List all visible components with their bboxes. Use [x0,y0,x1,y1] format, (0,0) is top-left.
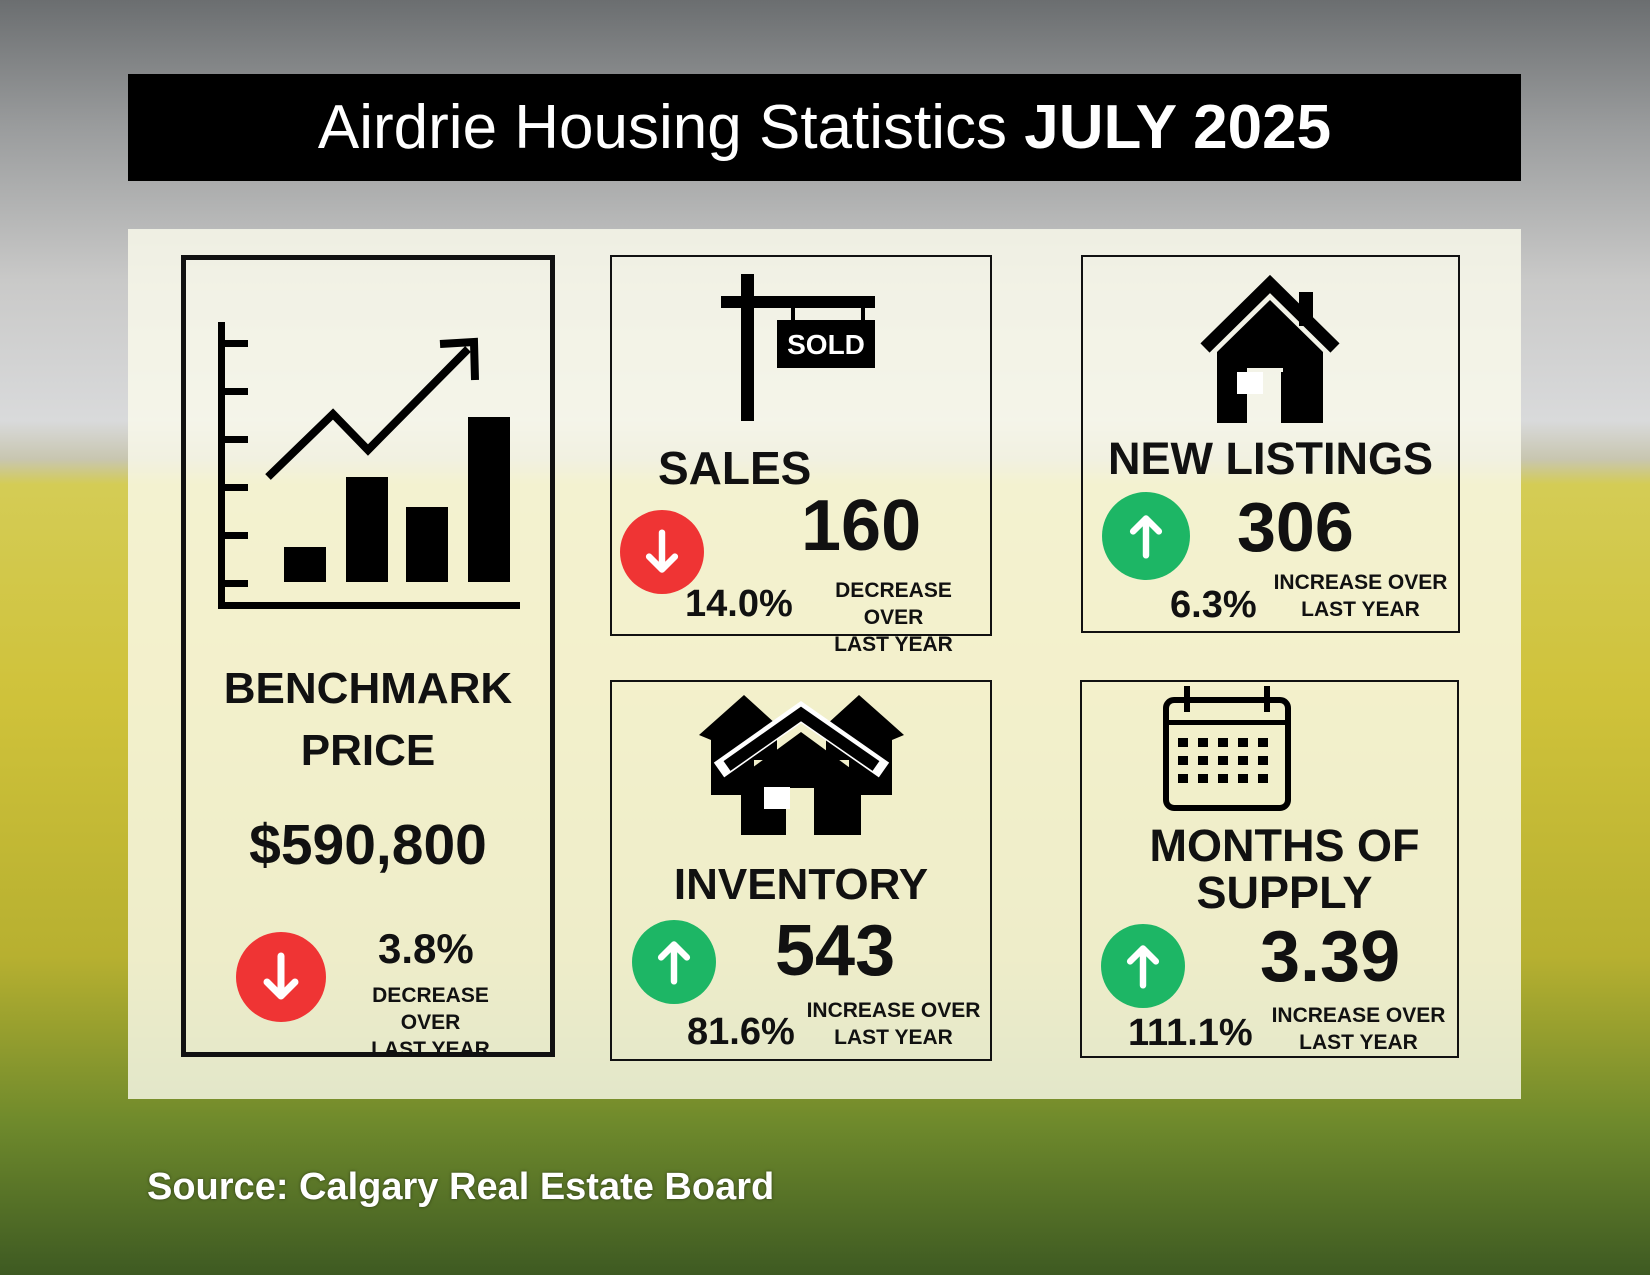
down-arrow-icon [620,510,704,594]
months-supply-change-caption: INCREASE OVER LAST YEAR [1271,1002,1446,1056]
sales-label: SALES [658,442,812,494]
title-prefix: Airdrie Housing Statistics [317,93,1025,162]
inventory-change-caption: INCREASE OVER LAST YEAR [806,997,981,1051]
caption-line2: LAST YEAR [371,1038,490,1061]
growth-chart-icon [218,322,520,609]
months-of-supply-card: MONTHS OF SUPPLY 3.39 111.1% INCREASE OVE… [1080,680,1459,1058]
months-supply-value: 3.39 [1260,917,1401,997]
new-listings-card: NEW LISTINGS 306 6.3% INCREASE OVER LAST … [1081,255,1460,633]
sold-sign-icon: SOLD [721,274,875,421]
caption-line1: INCREASE OVER [1273,571,1448,594]
months-label-line1: MONTHS OF [1149,820,1420,871]
caption-line1: DECREASE OVER [372,984,489,1034]
inventory-value: 543 [775,911,896,991]
caption-line1: INCREASE OVER [806,999,981,1022]
new-listings-change: 6.3% [1170,584,1257,626]
up-arrow-icon [1101,924,1185,1008]
caption-line2: LAST YEAR [834,1026,953,1049]
inventory-card: INVENTORY 543 81.6% INCREASE OVER LAST YE… [610,680,992,1061]
up-arrow-icon [1102,492,1190,580]
benchmark-label-line2: PRICE [300,726,436,775]
source-credit: Source: Calgary Real Estate Board [147,1166,775,1208]
benchmark-change: 3.8% [378,925,474,972]
sold-sign-text: SOLD [787,329,865,360]
sales-change: 14.0% [685,583,793,625]
title-banner: Airdrie Housing Statistics JULY 2025 [128,74,1521,181]
benchmark-change-caption: DECREASE OVER LAST YEAR [343,982,518,1063]
new-listings-value: 306 [1237,488,1354,566]
benchmark-price-card: BENCHMARK PRICE $590,800 3.8% DECREASE OV… [181,255,555,1061]
months-supply-change: 111.1% [1128,1012,1253,1054]
up-arrow-icon [632,920,716,1004]
houses-icon [699,695,904,835]
months-supply-label: MONTHS OF SUPPLY [1092,822,1477,916]
benchmark-label: BENCHMARK PRICE [186,658,550,782]
caption-line2: LAST YEAR [1299,1031,1418,1054]
house-icon [1200,274,1340,423]
new-listings-change-caption: INCREASE OVER LAST YEAR [1273,569,1448,623]
inventory-change: 81.6% [687,1011,795,1053]
caption-line2: LAST YEAR [1301,598,1420,621]
inventory-label: INVENTORY [673,860,929,909]
caption-line1: DECREASE OVER [835,579,952,629]
sales-card: SOLD SALES 160 14.0% DECREASE OVER LAST Y… [610,255,992,656]
title-period: JULY 2025 [1024,93,1332,162]
sales-change-caption: DECREASE OVER LAST YEAR [806,577,981,658]
months-label-line2: SUPPLY [1196,867,1373,918]
new-listings-label: NEW LISTINGS [1108,433,1433,484]
down-arrow-icon [236,932,326,1022]
calendar-icon [1163,686,1291,811]
caption-line2: LAST YEAR [834,633,953,656]
benchmark-value: $590,800 [249,813,487,877]
benchmark-label-line1: BENCHMARK [223,664,513,713]
sales-value: 160 [801,486,922,566]
caption-line1: INCREASE OVER [1271,1004,1446,1027]
